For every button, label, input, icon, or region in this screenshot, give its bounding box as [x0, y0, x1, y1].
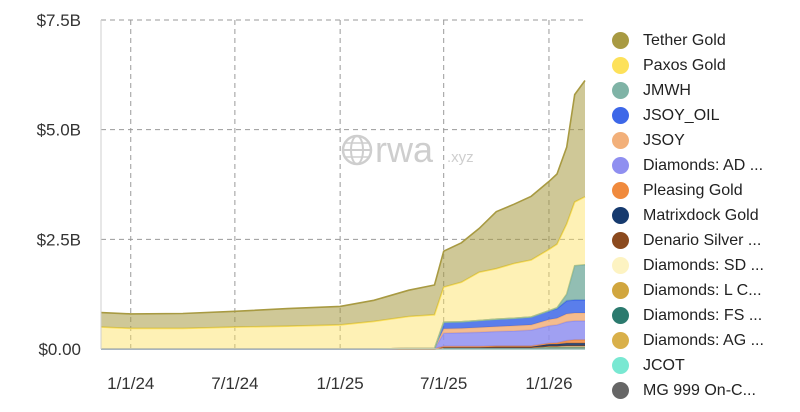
legend-label: JMWH	[643, 81, 691, 99]
legend-label: Diamonds: AD ...	[643, 156, 764, 174]
y-tick-label: $0.00	[38, 340, 81, 359]
legend-label: JCOT	[643, 356, 685, 374]
legend-label: Diamonds: SD ...	[643, 256, 764, 274]
chart-legend: Tether Gold Paxos Gold JMWH JSOY_OIL JSOY Dia…	[612, 28, 800, 403]
legend-label: Diamonds: FS ...	[643, 306, 763, 324]
area-paxos-gold[interactable]	[101, 196, 585, 349]
legend-swatch	[612, 357, 629, 374]
legend-item[interactable]: Diamonds: AD ...	[612, 153, 800, 178]
legend-swatch	[612, 332, 629, 349]
x-tick-label: 1/1/25	[317, 374, 364, 393]
legend-item[interactable]: JCOT	[612, 353, 800, 378]
legend-swatch	[612, 307, 629, 324]
legend-label: Matrixdock Gold	[643, 206, 759, 224]
legend-label: MG 999 On-C...	[643, 381, 756, 399]
legend-swatch	[612, 107, 629, 124]
legend-label: Denario Silver ...	[643, 231, 762, 249]
legend-swatch	[612, 282, 629, 299]
legend-label: JSOY_OIL	[643, 106, 720, 124]
legend-item[interactable]: Pleasing Gold	[612, 178, 800, 203]
legend-swatch	[612, 32, 629, 49]
legend-label: Diamonds: L C...	[643, 281, 762, 299]
legend-swatch	[612, 132, 629, 149]
watermark-brand: rwa	[375, 129, 434, 170]
y-tick-labels: $0.00 $2.5B $5.0B $7.5B	[37, 11, 81, 359]
legend-swatch	[612, 182, 629, 199]
legend-item[interactable]: Tether Gold	[612, 28, 800, 53]
legend-swatch	[612, 207, 629, 224]
axes	[100, 20, 585, 350]
area-tether-gold[interactable]	[101, 80, 585, 329]
x-tick-label: 1/1/24	[107, 374, 154, 393]
area-jsoy-oil[interactable]	[101, 299, 585, 349]
legend-item[interactable]: Matrixdock Gold	[612, 203, 800, 228]
legend-swatch	[612, 82, 629, 99]
legend-label: Diamonds: AG ...	[643, 331, 764, 349]
watermark-suffix: .xyz	[447, 149, 474, 166]
x-tick-labels: 1/1/24 7/1/24 1/1/25 7/1/25 1/1/26	[107, 374, 572, 393]
gold-rwa-area-chart: $0.00 $2.5B $5.0B $7.5B 1/1/24 7/1/24 1/1/25 7…	[37, 11, 586, 393]
legend-swatch	[612, 57, 629, 74]
line-paxos-gold	[100, 196, 586, 330]
legend-label: Paxos Gold	[643, 56, 726, 74]
legend-label: JSOY	[643, 131, 685, 149]
x-tick-label: 1/1/26	[525, 374, 572, 393]
legend-item[interactable]: Diamonds: AG ...	[612, 328, 800, 353]
legend-swatch	[612, 382, 629, 399]
line-tether-gold	[100, 80, 586, 315]
legend-item[interactable]: JSOY_OIL	[612, 103, 800, 128]
rwa-watermark: rwa .xyz	[341, 129, 474, 170]
x-tick-label: 7/1/25	[420, 374, 467, 393]
legend-swatch	[612, 232, 629, 249]
legend-item[interactable]: Denario Silver ...	[612, 228, 800, 253]
area-jsoy[interactable]	[101, 313, 585, 349]
x-tick-label: 7/1/24	[211, 374, 258, 393]
y-tick-label: $5.0B	[37, 121, 81, 140]
legend-item[interactable]: Paxos Gold	[612, 53, 800, 78]
legend-item[interactable]: JSOY	[612, 128, 800, 153]
y-tick-label: $7.5B	[37, 11, 81, 30]
legend-item[interactable]: Diamonds: SD ...	[612, 253, 800, 278]
legend-item[interactable]: Diamonds: L C...	[612, 278, 800, 303]
legend-item[interactable]: JMWH	[612, 78, 800, 103]
series-areas	[100, 80, 586, 350]
globe-icon	[341, 134, 373, 166]
legend-label: Tether Gold	[643, 31, 726, 49]
y-tick-label: $2.5B	[37, 230, 81, 249]
legend-swatch	[612, 257, 629, 274]
legend-label: Pleasing Gold	[643, 181, 743, 199]
legend-swatch	[612, 157, 629, 174]
legend-item[interactable]: Diamonds: FS ...	[612, 303, 800, 328]
legend-item[interactable]: MG 999 On-C...	[612, 378, 800, 403]
area-diamonds-ad-[interactable]	[101, 320, 585, 349]
